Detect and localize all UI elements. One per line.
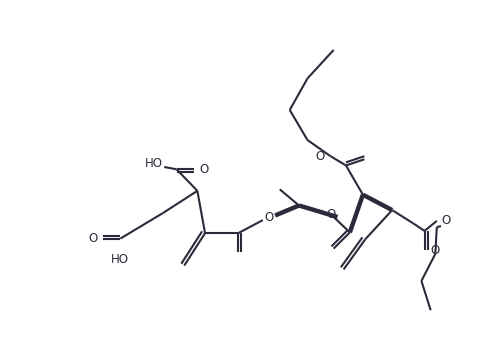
Text: HO: HO bbox=[111, 253, 129, 266]
Text: O: O bbox=[264, 211, 273, 224]
Text: O: O bbox=[89, 232, 98, 245]
Text: O: O bbox=[441, 214, 451, 227]
Text: HO: HO bbox=[145, 157, 163, 170]
Text: O: O bbox=[431, 244, 440, 257]
Text: O: O bbox=[200, 163, 209, 176]
Text: O: O bbox=[315, 150, 325, 163]
Text: O: O bbox=[327, 208, 336, 221]
